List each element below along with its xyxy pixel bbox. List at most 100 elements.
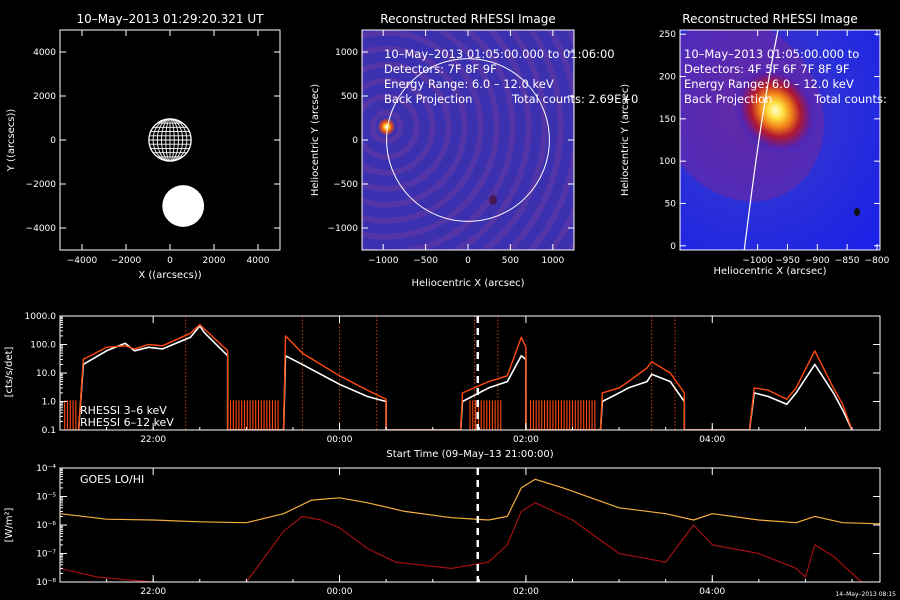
panel-e-xtick-label: 22:00 [140,587,166,597]
panel-c-ytick-label: 150 [659,115,676,125]
panel-c-xtick-label: −800 [865,256,890,266]
panel-d-ytick-label: 100.0 [30,341,56,351]
sidelobe-ring [480,30,548,250]
panel-e-xtick-label: 04:00 [699,587,725,597]
sidelobe-ring [362,77,436,176]
sidelobe-ring [450,30,532,250]
panel-c-ytick-label: 100 [659,157,676,167]
panel-e-ytick-label: 10⁻⁶ [36,521,56,531]
legend-rhessi-3-6: RHESSI 3–6 keV [80,404,167,417]
panel-d-ytick-label: 0.1 [42,426,56,436]
panel-c-title: Reconstructed RHESSI Image [682,12,857,26]
panel-d-ylabel: [cts/s/det] [4,347,15,398]
panel-rhessi-full: Reconstructed RHESSI Image −1000 −500 0 500… [310,12,638,289]
panel-b-xtick-label: −500 [413,256,438,266]
panel-e-xtick-label: 00:00 [327,587,353,597]
sidelobe-ring [362,61,452,192]
panel-b-artifact [489,195,497,205]
panel-b-xlabel: Heliocentric X (arcsec) [411,278,524,289]
panel-c-xtick-label: −900 [805,256,830,266]
panel-a-xtick-label: 4000 [247,256,270,266]
sidelobe-ring [362,93,420,160]
panel-d-ytick-label: 1.0 [42,398,57,408]
panel-c-frame [679,29,881,251]
panel-rhessi-zoom: Reconstructed RHESSI Image −1000 −950 −900… [620,12,890,277]
panel-a-xtick-label: −2000 [111,256,142,266]
panel-c-overlay-method: Back Projection [684,92,772,106]
panel-b-plot [362,30,574,250]
panel-e-ytick-label: 10⁻⁸ [36,578,56,588]
panel-e-plot [60,478,880,582]
panel-e-ylabel: [W/m²] [4,507,15,542]
panel-rhessi-lightcurve: 22:00 00:00 02:00 04:00 0.1 1.0 10.0 100.0 1000.… [4,312,881,460]
panel-c-xlabel: Heliocentric X (arcsec) [713,266,826,277]
panel-d-xtick-label: 04:00 [699,435,725,445]
panel-c-overlay-time: 10–May–2013 01:05:00.000 to [684,47,859,61]
panel-d-plot [64,316,853,430]
panel-c-ytick-label: 50 [665,199,677,209]
panel-a-xlabel: X ((arcsecs)) [138,270,201,281]
panel-d-xtick-label: 00:00 [327,435,353,445]
filled-disk [162,185,205,227]
panel-b-title: Reconstructed RHESSI Image [380,12,555,26]
panel-a-xtick-label: 0 [167,256,173,266]
panel-goes-lightcurve: 22:00 00:00 02:00 04:00 10⁻⁸ 10⁻⁷ 10⁻⁶ 10⁻⁵ 10⁻⁴… [4,464,896,598]
panel-b-ylabel: Heliocentric Y (arcsec) [310,84,321,196]
panel-a-title: 10–May–2013 01:29:20.321 UT [77,12,265,26]
panel-c-ylabel: Heliocentric Y (arcsec) [620,84,631,196]
panel-a-ytick-label: 0 [50,136,56,146]
sidelobe-ring [362,30,484,224]
panel-b-ytick-label: 0 [352,136,358,146]
series-line-0 [77,325,853,430]
panel-b-overlay-method: Back Projection [384,92,472,106]
panel-c-overlay-detectors: Detectors: 4F 5F 6F 7F 8F 9F [684,62,850,76]
panel-e-ytick-label: 10⁻⁵ [36,493,56,503]
series-line-1 [60,502,880,582]
panel-c-ytick-label: 0 [670,242,676,252]
panel-b-xtick-label: 1000 [541,256,564,266]
sidelobe-ring [362,30,500,240]
panel-solar-disk: 10–May–2013 01:29:20.321 UT −4000 −2000 0 2… [6,12,281,281]
panel-a-ytick-label: −2000 [26,180,57,190]
panel-c-artifact [854,208,860,216]
panel-e-timestamp: 14–May–2013 08:15 [835,591,896,598]
panel-b-overlay-detectors: Detectors: 7F 8F 9F [384,62,497,76]
panel-a-xtick-label: −4000 [67,256,98,266]
panel-b-ytick-label: 1000 [335,48,358,58]
panel-c-xtick-label: −850 [835,256,860,266]
panel-b-overlay-time: 10–May–2013 01:05:00.000 to 01:06:00 [384,47,615,61]
panel-b-xtick-label: 500 [502,256,519,266]
panel-b-ytick-label: −1000 [328,224,359,234]
panel-b-solar-limb [386,58,550,222]
panel-c-plot [680,30,880,250]
panel-a-xtick-label: 2000 [203,256,226,266]
panel-c-overlay-energy: Energy Range: 6.0 – 12.0 keV [684,77,854,91]
panel-d-ytick-label: 1000.0 [25,312,57,322]
panel-b-xtick-label: −1000 [368,256,399,266]
panel-d-xlabel: Start Time (09–May–13 21:00:00) [386,449,553,460]
panel-c-ytick-label: 200 [659,73,676,83]
panel-b-overlay-energy: Energy Range: 6.0 – 12.0 keV [384,77,554,91]
panel-b-source [377,117,396,136]
series-line-1 [77,323,853,430]
panel-c-source [732,64,819,156]
panel-a-plot [60,30,280,250]
series-line-0 [60,478,880,525]
panel-e-xtick-label: 02:00 [513,587,539,597]
panel-c-xtick-label: −1000 [742,256,773,266]
panel-c-overlay-counts: Total counts: [813,92,887,106]
sidelobe-ring [362,45,468,208]
panel-a-ytick-label: 2000 [33,92,56,102]
panel-b-xtick-label: 0 [465,256,471,266]
grid-globe [148,118,192,162]
panel-c-ytick-label: 250 [659,30,676,40]
sidelobe-ring [505,30,564,250]
panel-a-ytick-label: 4000 [33,48,56,58]
panel-a-ylabel: Y ((arcsecs)) [6,109,17,173]
panel-b-overlay-counts: Total counts: 2.69E+0 [511,92,638,106]
panel-d-xtick-label: 02:00 [513,435,539,445]
legend-rhessi-6-12: RHESSI 6–12 keV [80,416,174,429]
panel-c-xtick-label: −950 [775,256,800,266]
panel-b-ytick-label: −500 [333,180,358,190]
